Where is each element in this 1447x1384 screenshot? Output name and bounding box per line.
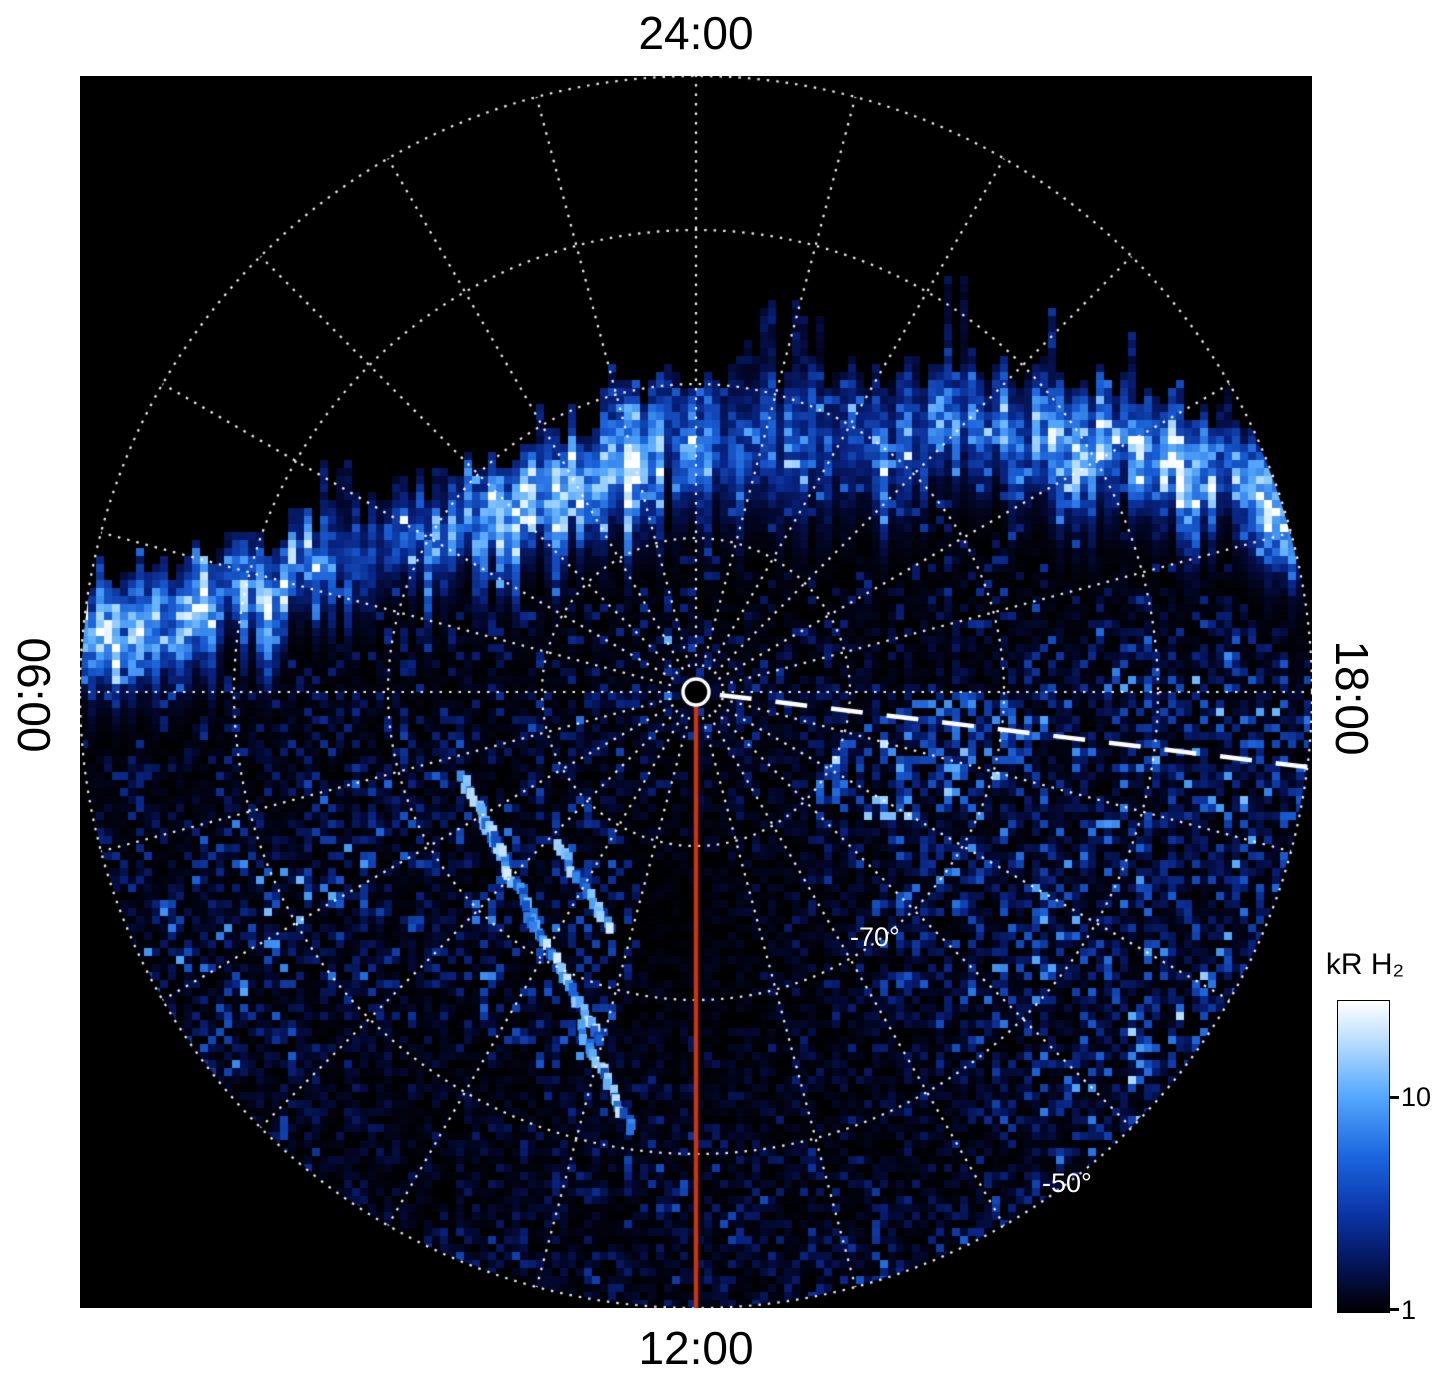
local-time-label-1800: 18:00 bbox=[1326, 640, 1378, 756]
colorbar-tickmark bbox=[1390, 1095, 1399, 1099]
latitude-label-minus50: -50° bbox=[1042, 1168, 1092, 1198]
local-time-label-1200: 12:00 bbox=[638, 1322, 754, 1374]
colorbar-title: kR H₂ bbox=[1325, 948, 1405, 981]
latitude-label-minus70: -70° bbox=[850, 922, 900, 952]
colorbar-tick-label: 10 bbox=[1401, 1082, 1432, 1113]
colorbar-tickmark bbox=[1390, 1308, 1399, 1312]
colorbar-gradient bbox=[1337, 1000, 1390, 1313]
local-time-label-0600: 06:00 bbox=[8, 637, 60, 753]
polar-plot-canvas bbox=[80, 76, 1312, 1308]
colorbar-tick-label: 1 bbox=[1401, 1294, 1417, 1325]
local-time-label-2400: 24:00 bbox=[638, 7, 754, 59]
